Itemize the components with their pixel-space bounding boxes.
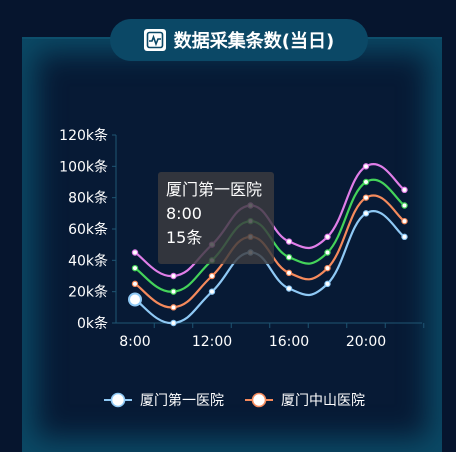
data-point — [362, 210, 370, 217]
data-point — [285, 285, 293, 292]
data-point — [131, 249, 139, 256]
chart-title: 数据采集条数(当日) — [173, 31, 335, 52]
data-point — [324, 233, 331, 241]
data-point — [285, 238, 293, 245]
data-point — [324, 280, 331, 288]
x-tick-label: 16:00 — [269, 334, 309, 350]
data-point — [170, 304, 177, 311]
legend-marker — [110, 392, 126, 408]
data-point — [131, 280, 139, 288]
tooltip-value: 15条 — [166, 228, 203, 247]
data-point — [401, 233, 408, 241]
tooltip-series: 厦门第一医院 — [166, 180, 263, 199]
x-tick-label: 8:00 — [119, 334, 150, 350]
series-line — [134, 210, 406, 325]
data-point — [401, 186, 408, 194]
y-tick-label: 100k条 — [59, 158, 108, 175]
data-point — [362, 194, 370, 201]
y-tick-label: 40k条 — [68, 252, 108, 269]
legend-marker — [251, 392, 267, 408]
data-point — [208, 288, 216, 295]
y-tick-label: 80k条 — [68, 190, 108, 207]
tooltip-time: 8:00 — [166, 204, 202, 223]
pulse-chart-icon — [143, 29, 166, 51]
data-point — [285, 269, 293, 277]
legend-label: 厦门中山医院 — [281, 393, 365, 409]
y-tick-label: 20k条 — [68, 284, 108, 301]
data-point — [401, 217, 408, 225]
chart-tooltip: 厦门第一医院 8:00 15条 — [158, 172, 274, 264]
data-point — [128, 292, 142, 307]
data-point — [362, 178, 370, 186]
data-point — [324, 264, 331, 272]
x-tick-label: 12:00 — [192, 334, 232, 350]
y-tick-label: 0k条 — [77, 315, 108, 332]
data-point — [170, 272, 177, 280]
data-point — [285, 254, 293, 261]
chart-title-pill: 数据采集条数(当日) — [110, 19, 368, 61]
data-point — [208, 272, 216, 280]
data-point — [170, 319, 177, 327]
data-point — [401, 202, 408, 209]
y-tick-label: 120k条 — [59, 127, 108, 144]
y-tick-label: 60k条 — [68, 221, 108, 238]
x-tick-label: 20:00 — [346, 334, 386, 350]
data-point — [324, 249, 331, 256]
legend-label: 厦门第一医院 — [140, 392, 224, 409]
data-point — [170, 288, 177, 295]
data-point — [362, 163, 370, 170]
data-point — [131, 264, 139, 272]
